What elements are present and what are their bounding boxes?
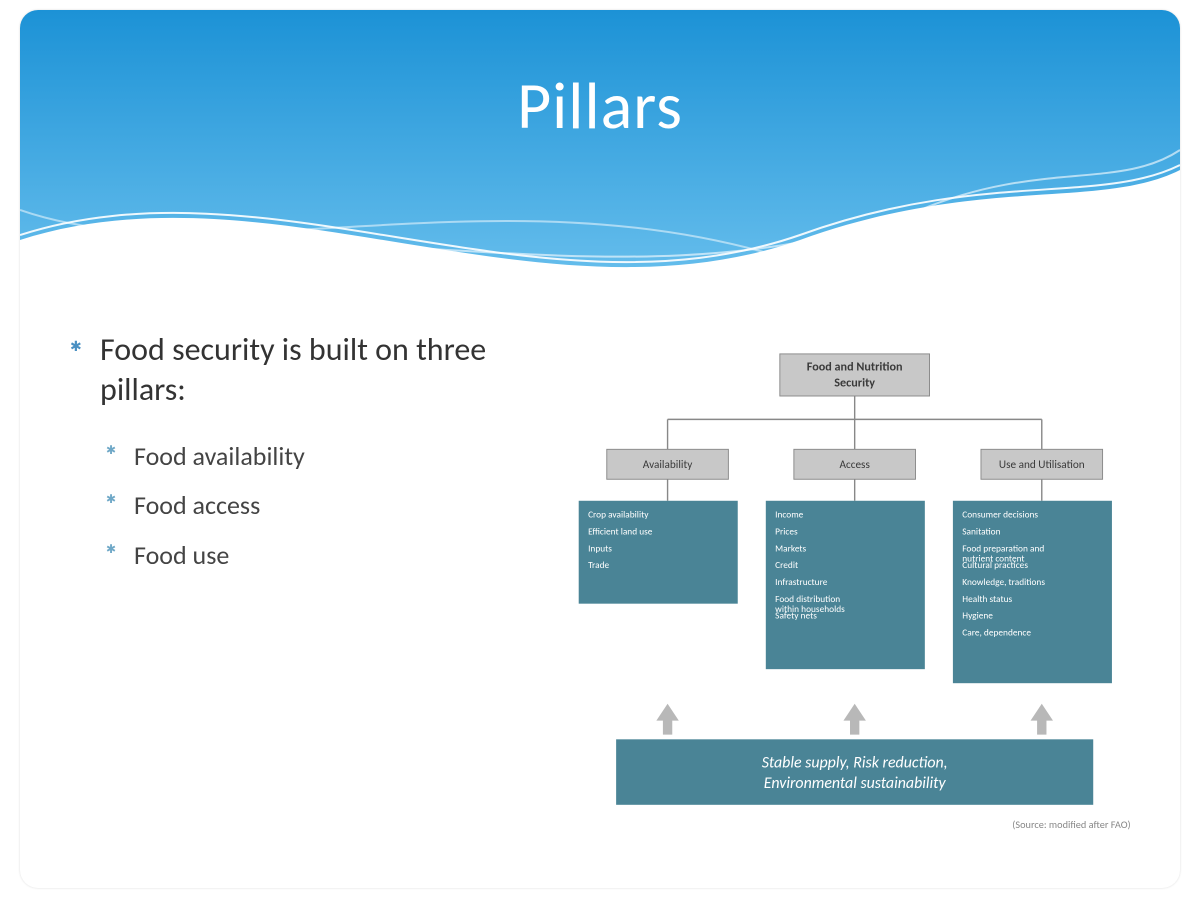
svg-text:Income: Income <box>775 509 804 521</box>
svg-text:Sanitation: Sanitation <box>962 525 1000 537</box>
svg-text:Efficient land use: Efficient land use <box>588 525 653 537</box>
svg-text:Use and Utilisation: Use and Utilisation <box>999 458 1085 472</box>
diagram-svg: Food and NutritionSecurity Availability Cr… <box>560 330 1140 868</box>
bullet-item: Food availability <box>134 432 530 481</box>
slide-body: Food security is built on three pillars:… <box>70 330 1140 868</box>
bullet-item: Food use <box>134 531 530 580</box>
slide-title: Pillars <box>20 65 1180 146</box>
pillars-diagram: Food and NutritionSecurity Availability Cr… <box>560 330 1140 868</box>
slide: Pillars Food security is built on three … <box>20 10 1180 888</box>
svg-text:Care, dependence: Care, dependence <box>962 626 1031 638</box>
svg-text:Hygiene: Hygiene <box>962 610 993 622</box>
header-bg <box>20 10 1180 310</box>
svg-text:Credit: Credit <box>775 559 798 571</box>
svg-text:Prices: Prices <box>775 525 798 537</box>
svg-text:Security: Security <box>834 376 875 391</box>
svg-text:Environmental sustainability: Environmental sustainability <box>764 774 947 793</box>
bullet-list: Food availability Food access Food use <box>70 432 530 580</box>
svg-text:Knowledge, traditions: Knowledge, traditions <box>962 576 1045 588</box>
svg-text:Trade: Trade <box>588 559 609 571</box>
svg-text:(Source: modified after FAO): (Source: modified after FAO) <box>1012 818 1130 831</box>
svg-text:Safety nets: Safety nets <box>775 610 817 622</box>
lead-text: Food security is built on three pillars: <box>70 330 530 410</box>
svg-text:Health status: Health status <box>962 593 1012 605</box>
text-column: Food security is built on three pillars:… <box>70 330 530 868</box>
svg-text:Infrastructure: Infrastructure <box>775 576 828 588</box>
svg-text:Markets: Markets <box>775 542 806 554</box>
svg-text:Food and Nutrition: Food and Nutrition <box>807 360 903 375</box>
svg-text:Availability: Availability <box>643 458 693 472</box>
svg-text:Access: Access <box>840 458 871 472</box>
svg-text:Stable supply, Risk reduction,: Stable supply, Risk reduction, <box>762 753 948 772</box>
svg-text:Inputs: Inputs <box>588 542 612 554</box>
svg-text:Cultural practices: Cultural practices <box>962 559 1028 571</box>
bullet-item: Food access <box>134 481 530 530</box>
svg-text:Consumer decisions: Consumer decisions <box>962 509 1038 521</box>
svg-text:Crop availability: Crop availability <box>588 509 649 521</box>
slide-header <box>20 10 1180 310</box>
